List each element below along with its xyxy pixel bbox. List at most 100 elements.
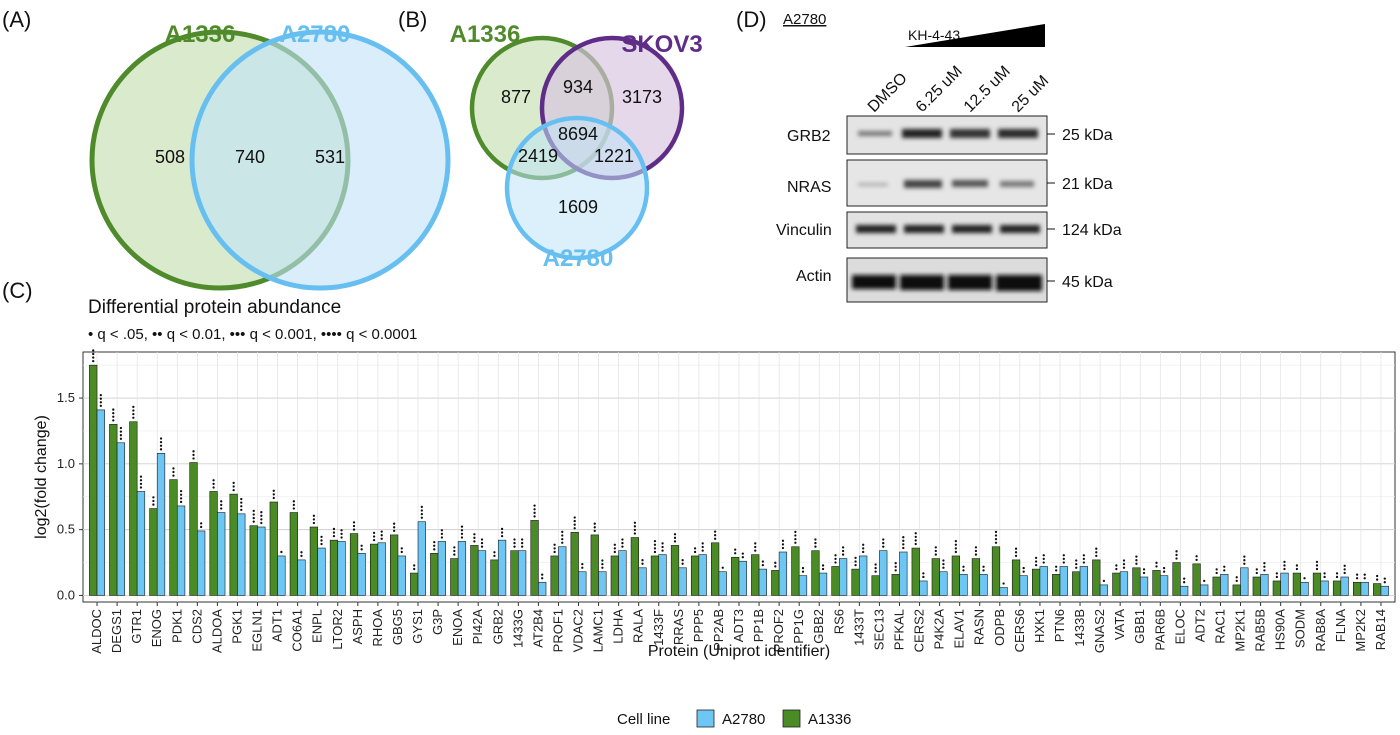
bar-a1336 xyxy=(690,555,700,596)
significance-dot xyxy=(882,538,885,541)
significance-dot xyxy=(252,520,255,523)
bar-a1336 xyxy=(490,559,499,596)
bar-a2780 xyxy=(1180,585,1189,596)
significance-dot xyxy=(914,539,917,542)
significance-dot xyxy=(332,531,336,534)
significance-dot xyxy=(1175,553,1178,557)
significance-dot xyxy=(179,493,183,496)
significance-dot xyxy=(954,547,958,550)
x-tick-label: GBG5 xyxy=(390,609,405,645)
x-tick-label: RALA xyxy=(631,609,646,643)
significance-dot xyxy=(874,566,877,570)
significance-dot xyxy=(1034,556,1038,560)
x-tick-label: SODM xyxy=(1293,609,1308,648)
venn-b-all-three: 8694 xyxy=(558,124,598,144)
bar-a2780 xyxy=(758,568,767,596)
significance-dot xyxy=(372,535,376,538)
significance-dot xyxy=(1175,557,1178,560)
bar-a1336 xyxy=(229,493,238,596)
significance-dot xyxy=(352,521,356,524)
significance-dot xyxy=(633,532,637,535)
significance-dot xyxy=(112,412,115,415)
significance-dot xyxy=(372,538,376,542)
x-tick-label: 1433B xyxy=(1072,609,1087,647)
significance-dot xyxy=(453,549,456,553)
significance-dot xyxy=(874,563,877,566)
significance-dot xyxy=(1055,565,1058,568)
bar-a1336 xyxy=(771,570,780,596)
significance-dot xyxy=(340,536,343,539)
bar-a1336 xyxy=(189,462,198,596)
significance-dot xyxy=(1095,551,1098,554)
bar-a1336 xyxy=(1092,559,1101,596)
significance-dot xyxy=(814,541,817,545)
significance-dot xyxy=(179,489,183,493)
significance-dot xyxy=(1255,568,1258,571)
significance-dot xyxy=(1335,575,1339,579)
significance-dot xyxy=(1195,558,1198,561)
x-tick-label: ADT1 xyxy=(270,609,285,642)
significance-dot xyxy=(513,545,516,548)
bar-a1336 xyxy=(1373,583,1382,596)
x-tick-label: FLNA xyxy=(1333,609,1348,643)
significance-dot xyxy=(460,529,464,532)
bar-a2780 xyxy=(497,539,507,596)
bar-a2780 xyxy=(578,571,587,596)
significance-dot xyxy=(139,479,143,482)
significance-dot xyxy=(814,545,817,548)
significance-dot xyxy=(1343,568,1346,571)
bar-a1336 xyxy=(530,520,539,596)
significance-dot xyxy=(641,559,644,562)
significance-dot xyxy=(272,489,275,492)
significance-dot xyxy=(994,530,998,534)
bar-a1336 xyxy=(610,555,619,596)
significance-dot xyxy=(1355,573,1359,576)
x-tick-label: 1433F xyxy=(651,609,666,646)
significance-dot xyxy=(894,562,897,565)
significance-dot xyxy=(119,437,123,440)
bar-a2780 xyxy=(1019,575,1028,596)
bar-a1336 xyxy=(309,526,319,596)
significance-dot xyxy=(841,553,845,556)
significance-dot xyxy=(520,541,524,545)
x-tick-label: PAR6B xyxy=(1152,609,1167,651)
significance-dot xyxy=(1195,555,1198,558)
bar-a2780 xyxy=(1300,581,1309,596)
significance-dot xyxy=(561,541,564,544)
significance-dot xyxy=(1323,572,1326,575)
x-tick-label: ALDOC xyxy=(89,609,104,654)
significance-dot xyxy=(152,499,155,503)
significance-dot xyxy=(1014,551,1018,554)
significance-dot xyxy=(272,496,275,500)
significance-dot xyxy=(252,516,255,520)
bar-a1336 xyxy=(89,364,98,596)
significance-dot xyxy=(312,514,316,517)
significance-dot xyxy=(1315,560,1319,564)
bar-a2780 xyxy=(919,580,928,596)
significance-dot xyxy=(681,559,684,562)
significance-dot xyxy=(754,545,757,549)
legend-label-a1336: A1336 xyxy=(808,711,851,728)
blot-protein-label: Actin xyxy=(796,268,832,285)
bar-a2780 xyxy=(1059,566,1068,596)
significance-dot xyxy=(601,562,604,566)
significance-dot xyxy=(673,536,677,539)
bar-a2780 xyxy=(979,574,988,596)
significance-dot xyxy=(942,566,945,569)
significance-dot xyxy=(1363,577,1366,580)
significance-dot xyxy=(312,518,316,521)
significance-dot xyxy=(934,553,937,556)
significance-dot xyxy=(520,545,524,548)
x-tick-label: PP1B xyxy=(751,609,766,642)
significance-dot xyxy=(473,540,476,543)
bar-a1336 xyxy=(1011,559,1021,596)
x-tick-label: SEC13 xyxy=(871,609,886,650)
significance-dot xyxy=(220,507,223,510)
significance-dot xyxy=(413,567,416,571)
significance-dot xyxy=(232,488,235,492)
bar-a1336 xyxy=(991,546,1001,596)
significance-dot xyxy=(172,474,175,477)
significance-dot xyxy=(1203,579,1206,583)
significance-dot xyxy=(633,521,637,524)
significance-dot xyxy=(320,535,323,539)
